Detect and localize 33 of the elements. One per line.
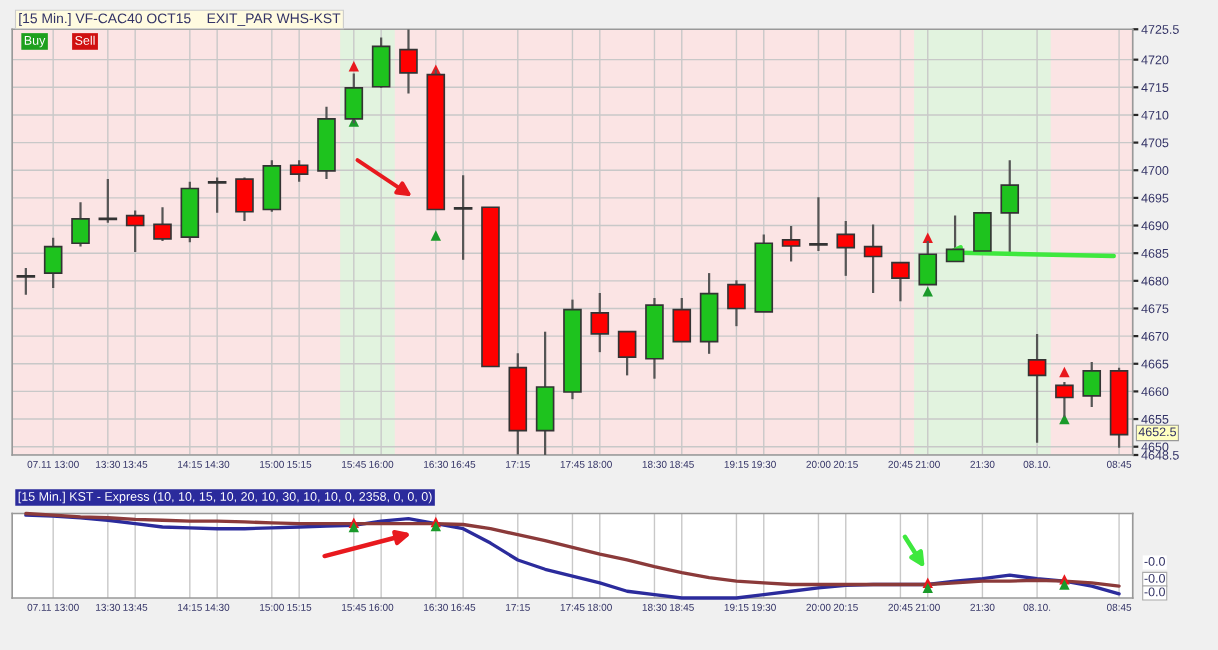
candlestick <box>809 196 828 253</box>
point <box>922 232 933 243</box>
candlestick <box>535 330 555 455</box>
candlestick <box>727 279 746 328</box>
candlestick <box>125 209 145 254</box>
point <box>1059 366 1070 378</box>
candlestick <box>1027 332 1047 444</box>
candlestick <box>16 267 36 296</box>
candlestick <box>891 261 910 303</box>
candlestick <box>371 36 391 89</box>
candlestick <box>153 206 172 243</box>
candlestick <box>453 174 473 261</box>
candlestick <box>1082 361 1102 409</box>
candlestick <box>1000 159 1020 256</box>
candlestick <box>836 220 856 277</box>
point <box>922 286 933 297</box>
candlestick <box>590 291 610 354</box>
candlestick <box>207 176 227 214</box>
candlestick <box>235 176 254 223</box>
candlestick <box>672 296 692 343</box>
point <box>348 521 360 533</box>
candlestick <box>781 224 801 263</box>
candlestick <box>399 29 418 95</box>
point <box>430 230 441 241</box>
candlestick <box>617 330 637 377</box>
candlestick <box>973 211 992 252</box>
point <box>1059 579 1070 590</box>
candlestick <box>43 236 63 290</box>
candlestick <box>262 159 282 213</box>
candlestick <box>71 201 90 248</box>
candlestick <box>863 223 883 295</box>
candlestick <box>289 159 309 183</box>
point <box>922 582 933 594</box>
